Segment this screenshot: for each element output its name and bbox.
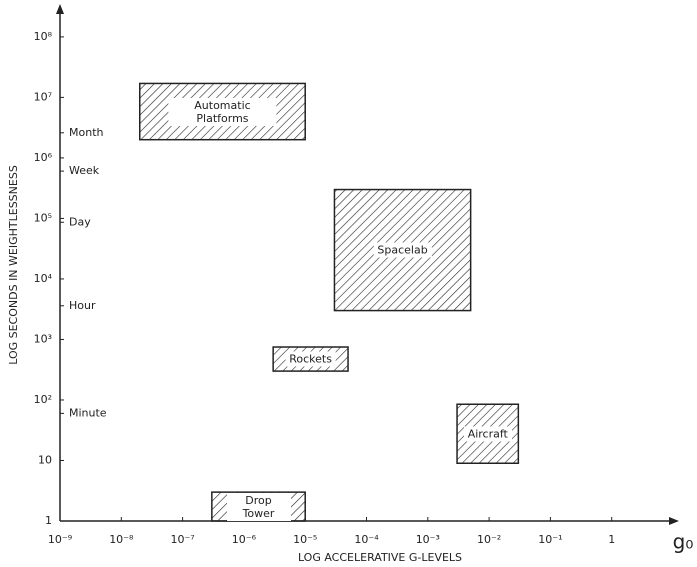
box-label: Automatic Platforms [168, 97, 277, 126]
time-label: Hour [69, 299, 96, 312]
time-label: Day [69, 215, 91, 228]
y-tick-label: 10⁸ [34, 30, 53, 43]
x-tick-label: 10⁻⁹ [48, 533, 72, 546]
y-arrow [56, 4, 64, 14]
y-tick-label: 10² [34, 393, 52, 406]
x-tick-label: 1 [608, 533, 615, 546]
x-tick-label: 10⁻⁴ [354, 533, 379, 546]
y-tick-label: 10⁶ [34, 151, 53, 164]
x-unit: g₀ [673, 530, 694, 554]
x-arrow [669, 517, 679, 525]
y-tick-label: 1 [45, 514, 52, 527]
x-tick-label: 10⁻⁷ [170, 533, 194, 546]
time-label: Week [69, 164, 100, 177]
y-tick-label: 10⁵ [34, 211, 52, 224]
box-label: Spacelab [373, 242, 432, 258]
time-label: Minute [69, 406, 107, 419]
x-axis-title: LOG ACCELERATIVE G-LEVELS [298, 551, 462, 564]
x-tick-label: 10⁻² [477, 533, 501, 546]
x-tick-label: 10⁻¹ [538, 533, 562, 546]
time-label: Month [69, 126, 104, 139]
y-tick-label: 10 [38, 453, 52, 466]
range-box [333, 188, 472, 312]
box-label: Rockets [285, 351, 336, 367]
y-axis-title: LOG SECONDS IN WEIGHTLESSNESS [7, 165, 20, 365]
y-tick-label: 10⁴ [34, 272, 53, 285]
x-tick-label: 10⁻⁸ [109, 533, 134, 546]
x-tick-label: 10⁻⁶ [232, 533, 257, 546]
box-label: Aircraft [463, 426, 512, 442]
y-tick-label: 10³ [34, 332, 52, 345]
box-label: Drop Tower [226, 492, 291, 521]
x-tick-label: 10⁻⁵ [293, 533, 317, 546]
x-tick-label: 10⁻³ [416, 533, 440, 546]
y-tick-label: 10⁷ [34, 90, 52, 103]
